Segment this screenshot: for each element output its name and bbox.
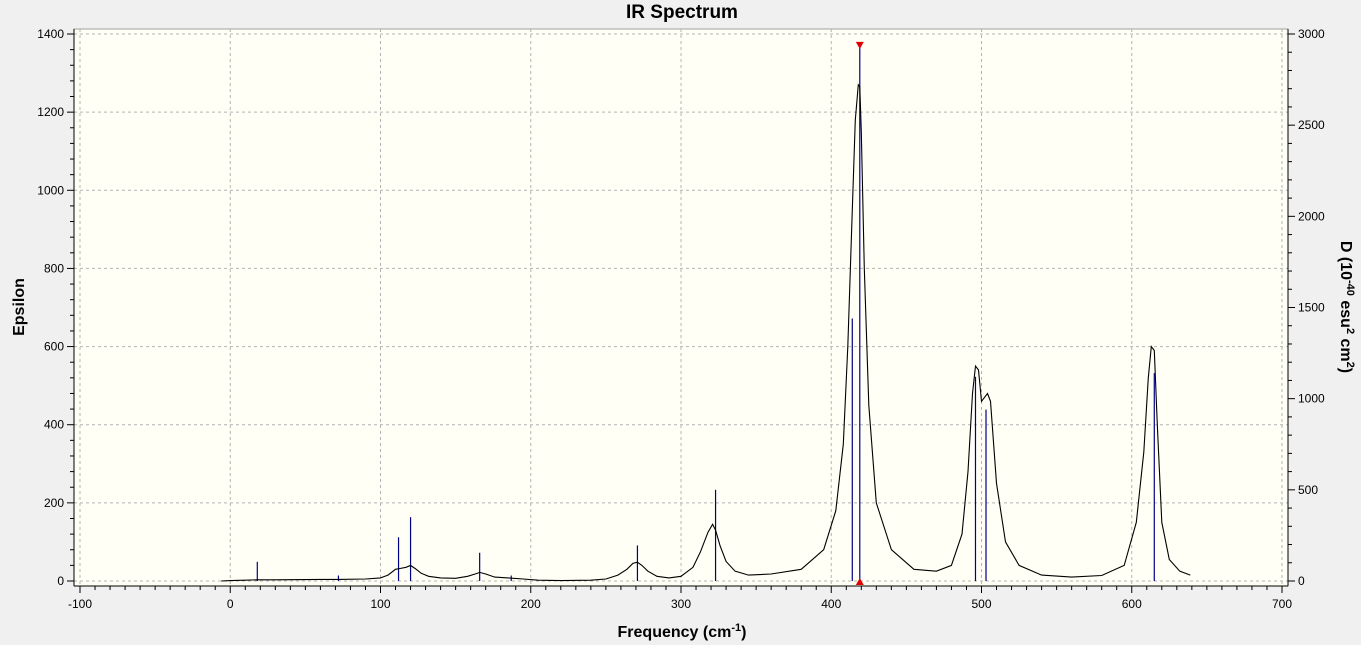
x-tick-label: 400: [821, 597, 841, 611]
x-axis-label-close: ): [741, 624, 746, 641]
x-tick-label: -100: [68, 597, 92, 611]
y-axis-label: Epsilon: [11, 278, 28, 336]
y2-label-part-1: -40: [1344, 280, 1356, 296]
y-tick-label: 800: [44, 261, 64, 275]
y2-label-part-2: esu: [1337, 296, 1354, 328]
y2-tick-label: 500: [1298, 483, 1318, 497]
y2-label-part-0: D (10: [1337, 241, 1354, 280]
y-tick-label: 0: [57, 574, 64, 588]
x-tick-label: 100: [370, 597, 390, 611]
y2-label-part-6: ): [1337, 368, 1354, 373]
x-tick-label: 600: [1122, 597, 1142, 611]
y2-label-part-3: 2: [1344, 328, 1356, 334]
y2-tick-label: 3000: [1298, 27, 1325, 41]
y2-axis-label: D (10-40 esu2 cm2): [1337, 241, 1356, 373]
x-tick-label: 200: [521, 597, 541, 611]
x-axis-label-text: Frequency (cm: [618, 624, 732, 641]
y-tick-label: 600: [44, 340, 64, 354]
x-tick-label: 700: [1272, 597, 1292, 611]
axes: 0200400600800100012001400050010001500200…: [37, 27, 1325, 611]
y2-label-part-4: cm: [1337, 334, 1354, 362]
y-tick-label: 1400: [37, 27, 64, 41]
x-axis-label-sup: -1: [731, 622, 741, 634]
spectrum-curve: [221, 83, 1191, 582]
peak-marker-top: [855, 41, 864, 49]
y-tick-label: 1200: [37, 105, 64, 119]
y2-tick-label: 2500: [1298, 118, 1325, 132]
axis-labels: Frequency (cm-1) Epsilon D (10-40 esu2 c…: [11, 241, 1356, 641]
y2-tick-label: 2000: [1298, 209, 1325, 223]
x-tick-label: 500: [971, 597, 991, 611]
chart-title: IR Spectrum: [626, 2, 738, 23]
y2-tick-label: 1500: [1298, 301, 1325, 315]
peak-marker-bottom: [855, 578, 864, 585]
y2-label-part-5: 2: [1344, 362, 1356, 368]
y2-tick-label: 1000: [1298, 392, 1325, 406]
y2-tick-label: 0: [1298, 574, 1305, 588]
y-tick-label: 1000: [37, 183, 64, 197]
grid: [74, 29, 1288, 586]
x-axis-label: Frequency (cm-1): [618, 622, 747, 641]
x-tick-label: 300: [671, 597, 691, 611]
y-tick-label: 400: [44, 418, 64, 432]
y-tick-label: 200: [44, 496, 64, 510]
x-tick-label: 0: [227, 597, 234, 611]
series-layer: [221, 41, 1191, 585]
